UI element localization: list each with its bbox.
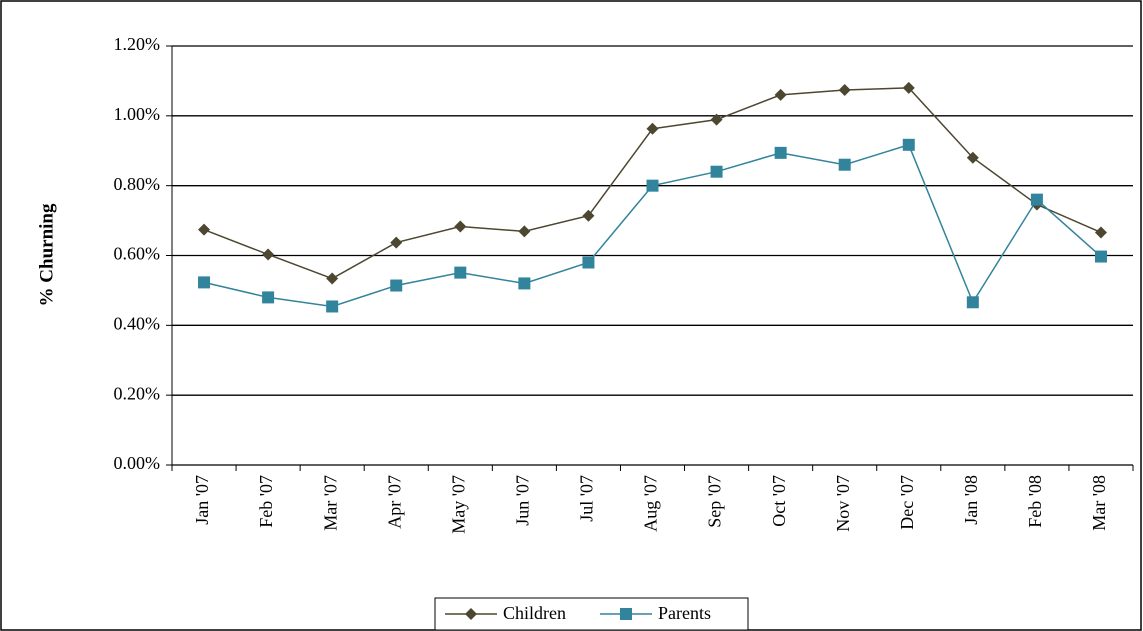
marker-square [620,608,632,620]
y-tick-label: 1.00% [114,104,161,124]
x-tick-label: Jun '07 [512,475,532,526]
marker-diamond [390,236,403,249]
marker-diamond [262,248,275,261]
x-tick-label: Mar '07 [320,475,340,531]
legend-label: Children [503,603,566,623]
marker-diamond [198,223,211,236]
marker-diamond [902,81,915,94]
y-tick-label: 0.40% [114,313,161,333]
marker-diamond [518,225,531,238]
y-axis-label: % Churning [36,203,57,306]
marker-diamond [1094,226,1107,239]
marker-square [710,165,723,178]
marker-square [838,158,851,171]
marker-square [518,277,531,290]
marker-diamond [838,83,851,96]
marker-diamond [774,88,787,101]
y-tick-label: 0.60% [114,244,161,264]
x-tick-label: Jul '07 [577,475,597,522]
x-tick-label: Feb '07 [256,475,276,528]
legend-label: Parents [658,603,711,623]
x-tick-label: May '07 [448,475,468,534]
y-tick-label: 0.00% [114,453,161,473]
x-tick-label: Apr '07 [384,475,404,529]
x-tick-label: Sep '07 [705,475,725,528]
x-tick-label: Dec '07 [897,475,917,530]
marker-square [390,279,403,292]
x-tick-label: Aug '07 [641,475,661,532]
x-tick-label: Jan '07 [192,475,212,525]
x-tick-label: Nov '07 [833,475,853,532]
marker-diamond [326,272,339,285]
marker-square [198,276,211,289]
y-tick-label: 1.20% [114,34,161,54]
marker-diamond [646,122,659,135]
x-tick-label: Jan '08 [961,475,981,525]
marker-square [774,146,787,159]
marker-diamond [454,220,467,233]
x-tick-label: Oct '07 [769,475,789,527]
marker-diamond [582,209,595,222]
x-tick-label: Mar '08 [1089,475,1109,531]
marker-square [646,179,659,192]
marker-square [902,138,915,151]
y-tick-label: 0.20% [114,383,161,403]
x-tick-label: Feb '08 [1025,475,1045,528]
marker-square [1030,193,1043,206]
marker-square [326,300,339,313]
marker-square [454,266,467,279]
marker-square [582,256,595,269]
y-tick-label: 0.80% [114,174,161,194]
marker-diamond [465,608,477,620]
marker-square [1094,250,1107,263]
marker-square [966,296,979,309]
marker-diamond [966,151,979,164]
marker-diamond [710,113,723,126]
marker-square [262,291,275,304]
